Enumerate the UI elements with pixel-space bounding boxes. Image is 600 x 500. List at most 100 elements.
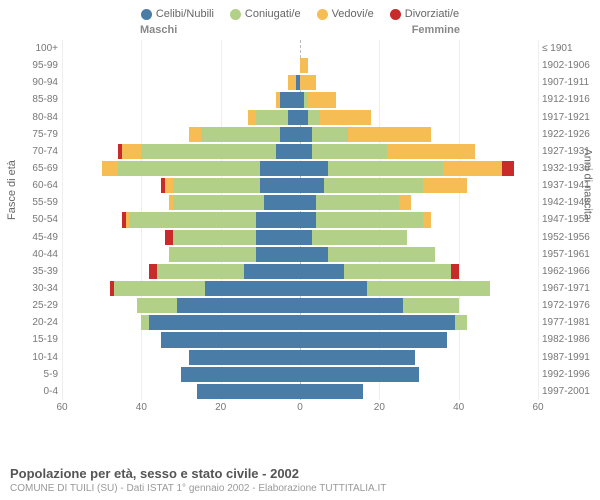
pyramid-chart: Celibi/Nubili Coniugati/e Vedovi/e Divorzia… [0, 0, 600, 500]
pyramid-row: 5-91992-1996 [62, 366, 538, 383]
pyramid-row: 40-441957-1961 [62, 246, 538, 263]
female-bar [300, 110, 600, 125]
bar-segment [280, 92, 300, 107]
bar-segment [256, 247, 300, 262]
x-tick: 40 [136, 402, 147, 413]
pyramid-rows: 100+≤ 190195-991902-190690-941907-191185… [62, 40, 538, 400]
female-bar [300, 384, 600, 399]
female-bar [300, 367, 600, 382]
chart-title: Popolazione per età, sesso e stato civil… [10, 466, 386, 481]
bar-segment [165, 178, 173, 193]
bar-segment [308, 92, 336, 107]
bar-segment [122, 144, 142, 159]
bar-segment [256, 110, 288, 125]
male-bar [0, 75, 300, 90]
legend-item: Divorziati/e [390, 8, 459, 20]
female-bar [300, 144, 600, 159]
bar-segment [300, 230, 312, 245]
bar-segment [300, 298, 403, 313]
legend-label: Divorziati/e [405, 8, 459, 20]
bar-segment [451, 264, 459, 279]
female-bar [300, 195, 600, 210]
female-bar [300, 161, 600, 176]
legend-swatch [230, 9, 241, 20]
pyramid-row: 65-691932-1936 [62, 160, 538, 177]
pyramid-row: 55-591942-1946 [62, 194, 538, 211]
chart-source: COMUNE DI TUILI (SU) - Dati ISTAT 1° gen… [10, 483, 386, 494]
bar-segment [316, 212, 423, 227]
bar-segment [443, 161, 503, 176]
bar-segment [300, 350, 415, 365]
bar-segment [367, 281, 490, 296]
female-bar [300, 178, 600, 193]
female-bar [300, 281, 600, 296]
bar-segment [260, 178, 300, 193]
bar-segment [276, 144, 300, 159]
pyramid-row: 10-141987-1991 [62, 349, 538, 366]
x-tick: 0 [297, 402, 303, 413]
pyramid-row: 15-191982-1986 [62, 331, 538, 348]
bar-segment [348, 127, 431, 142]
bar-segment [300, 332, 447, 347]
bar-segment [403, 298, 459, 313]
bar-segment [173, 195, 264, 210]
bar-segment [181, 367, 300, 382]
bar-segment [312, 144, 387, 159]
bar-segment [328, 247, 435, 262]
bar-segment [399, 195, 411, 210]
bar-segment [264, 195, 300, 210]
side-labels: Maschi Femmine [0, 24, 600, 36]
bar-segment [141, 315, 149, 330]
male-bar [0, 144, 300, 159]
bar-segment [324, 178, 423, 193]
pyramid-row: 80-841917-1921 [62, 109, 538, 126]
male-bar [0, 264, 300, 279]
pyramid-row: 60-641937-1941 [62, 177, 538, 194]
bar-segment [300, 247, 328, 262]
male-label: Maschi [140, 24, 177, 36]
female-bar [300, 332, 600, 347]
male-bar [0, 178, 300, 193]
pyramid-row: 50-541947-1951 [62, 211, 538, 228]
male-bar [0, 92, 300, 107]
bar-segment [173, 178, 260, 193]
bar-segment [300, 144, 312, 159]
bar-segment [189, 350, 300, 365]
male-bar [0, 281, 300, 296]
female-bar [300, 92, 600, 107]
female-bar [300, 41, 600, 56]
female-bar [300, 315, 600, 330]
male-bar [0, 161, 300, 176]
female-bar [300, 298, 600, 313]
female-bar [300, 127, 600, 142]
bar-segment [165, 230, 173, 245]
bar-segment [205, 281, 300, 296]
bar-segment [280, 127, 300, 142]
chart-footer: Popolazione per età, sesso e stato civil… [10, 466, 386, 494]
female-bar [300, 264, 600, 279]
male-bar [0, 247, 300, 262]
female-bar [300, 75, 600, 90]
bar-segment [129, 212, 256, 227]
bar-segment [260, 161, 300, 176]
bar-segment [308, 110, 320, 125]
male-bar [0, 332, 300, 347]
legend-item: Vedovi/e [317, 8, 374, 20]
legend-label: Celibi/Nubili [156, 8, 214, 20]
legend-label: Coniugati/e [245, 8, 301, 20]
bar-segment [328, 161, 443, 176]
bar-segment [320, 110, 372, 125]
male-bar [0, 195, 300, 210]
male-bar [0, 41, 300, 56]
bar-segment [149, 264, 157, 279]
bar-segment [157, 264, 244, 279]
bar-segment [256, 212, 300, 227]
pyramid-row: 90-941907-1911 [62, 74, 538, 91]
female-label: Femmine [412, 24, 460, 36]
bar-segment [256, 230, 300, 245]
legend-item: Coniugati/e [230, 8, 301, 20]
pyramid-row: 30-341967-1971 [62, 280, 538, 297]
bar-segment [288, 110, 300, 125]
male-bar [0, 315, 300, 330]
female-bar [300, 212, 600, 227]
